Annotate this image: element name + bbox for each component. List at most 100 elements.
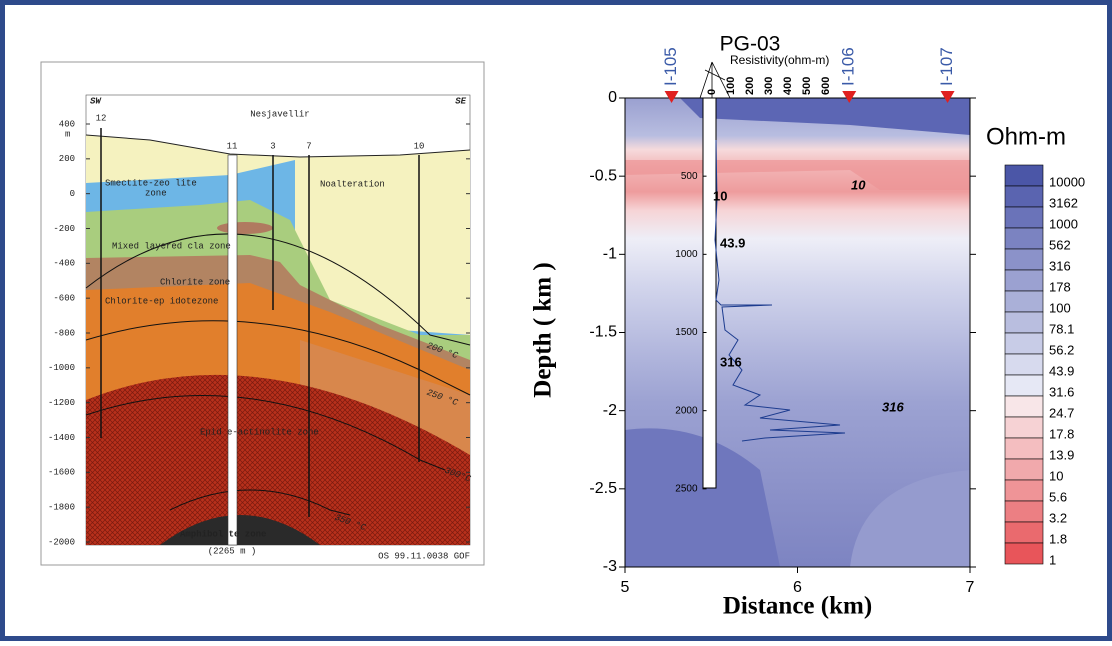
reference: OS 99.11.0038 GOF — [378, 551, 470, 561]
depth-tick-label: 500 — [681, 171, 698, 182]
colorbar-label: 24.7 — [1049, 405, 1074, 420]
y-tick-label: -2.5 — [589, 480, 617, 497]
elevation-tick-label: -2000 — [48, 537, 75, 547]
contour-label: 43.9 — [720, 235, 745, 250]
colorbar-box — [1004, 248, 1044, 271]
log-tick-label: 200 — [744, 77, 756, 95]
colorbar-box — [1004, 479, 1044, 502]
isotherm-line — [85, 233, 471, 346]
x-axis-title: Distance (km) — [723, 593, 872, 620]
elevation-tick-label: -1600 — [48, 468, 75, 478]
elevation-tick-label: -600 — [53, 294, 75, 304]
contour-label: 10 — [713, 188, 727, 203]
elevation-tick-label: 400 — [59, 119, 75, 129]
well-label: 7 — [306, 141, 311, 151]
log-tick-label: 400 — [782, 77, 794, 95]
contour-plot — [624, 61, 971, 568]
depth-tick-label: 1500 — [675, 327, 698, 338]
well-label: I-106 — [839, 47, 858, 86]
colorbar-label: 562 — [1049, 237, 1071, 252]
zone-label: Smectite-zeo lite — [105, 178, 197, 188]
well-label: I-105 — [661, 47, 680, 86]
colorbar-box — [1004, 353, 1044, 376]
x-tick-label: 6 — [793, 579, 802, 596]
colorbar-box — [1004, 458, 1044, 481]
depth-tick-label: 2500 — [675, 483, 698, 494]
colorbar-label: 1000 — [1049, 216, 1078, 231]
depth-tick-label: 1000 — [675, 249, 698, 260]
well-label: I-107 — [937, 47, 956, 86]
colorbar-label: 3162 — [1049, 195, 1078, 210]
y-tick-label: -1.5 — [589, 324, 617, 341]
log-tick-label: 0 — [706, 89, 718, 95]
y-tick-label: -2 — [603, 402, 617, 419]
borehole — [702, 97, 717, 489]
elevation-tick-label: -1400 — [48, 433, 75, 443]
well-label: 3 — [270, 141, 275, 151]
colorbar-box — [1004, 227, 1044, 250]
colorbar-box — [1004, 206, 1044, 229]
log-tick-label: 100 — [725, 77, 737, 95]
zone-label: Chlorite-ep idotezone — [105, 296, 218, 306]
colorbar-label: 17.8 — [1049, 426, 1074, 441]
well-marker — [842, 91, 857, 103]
colorbar-box — [1004, 395, 1044, 418]
depth-note: (2265 m ) — [208, 546, 257, 556]
colorbar-label: 178 — [1049, 279, 1071, 294]
contour-fill — [680, 98, 970, 135]
elevation-tick-label: -400 — [53, 259, 75, 269]
elevation-tick-label: -1200 — [48, 398, 75, 408]
well-11 — [227, 154, 238, 546]
contour-label: 10 — [851, 177, 866, 192]
zone-label: Amphibol te zone — [180, 529, 266, 539]
zone-label: Noalteration — [320, 179, 385, 189]
colorbar-label: 78.1 — [1049, 321, 1074, 336]
well-marker — [940, 91, 955, 103]
y-tick-label: -0.5 — [589, 167, 617, 184]
well-marker — [664, 91, 679, 103]
colorbar-label: 13.9 — [1049, 447, 1074, 462]
section-title: Nesjavellir — [250, 109, 309, 119]
borehole-label: PG-03 — [720, 33, 781, 56]
log-axis-label: Resistivity(ohm-m) — [730, 53, 829, 67]
log-tick-label: 600 — [820, 77, 832, 95]
well-label: 10 — [414, 141, 425, 151]
colorbar-box — [1004, 521, 1044, 544]
colorbar-label: 5.6 — [1049, 489, 1067, 504]
resistivity-log — [714, 139, 846, 442]
colorbar-box — [1004, 269, 1044, 292]
zone-label: Chlorite zone — [160, 277, 230, 287]
colorbar-box — [1004, 416, 1044, 439]
layer-amphibolite — [160, 515, 320, 545]
layer-actinolite — [86, 374, 470, 545]
log-axis-frame — [699, 61, 731, 99]
corner-label: SW — [90, 96, 102, 106]
elevation-tick-label: -200 — [53, 224, 75, 234]
log-tick-label: 300 — [763, 77, 775, 95]
y-tick-label: 0 — [608, 89, 617, 106]
colorbar-box — [1004, 185, 1044, 208]
cross-section — [40, 61, 485, 566]
colorbar-title: Ohm-m — [986, 123, 1066, 150]
contour-fill — [625, 428, 780, 567]
elevation-tick-label: -1000 — [48, 363, 75, 373]
elevation-unit: m — [65, 129, 70, 139]
colorbar-box — [1004, 542, 1044, 565]
colorbar-box — [1004, 500, 1044, 523]
surface — [85, 134, 471, 158]
isotherm-line — [169, 489, 351, 516]
zone-label: Epid e-actinolite zone — [200, 427, 319, 437]
colorbar-label: 31.6 — [1049, 384, 1074, 399]
log-tick-label: 500 — [801, 77, 813, 95]
well-label: 11 — [227, 141, 238, 151]
corner-label: SE — [455, 96, 466, 106]
contour-fill — [850, 470, 970, 567]
isotherm-line — [85, 395, 446, 471]
contour-label: 316 — [720, 354, 742, 369]
elevation-tick-label: 200 — [59, 154, 75, 164]
colorbar-box — [1004, 290, 1044, 313]
y-axis-title: Depth ( km ) — [530, 262, 557, 397]
elevation-tick-label: 0 — [70, 189, 75, 199]
x-tick-label: 7 — [966, 579, 975, 596]
